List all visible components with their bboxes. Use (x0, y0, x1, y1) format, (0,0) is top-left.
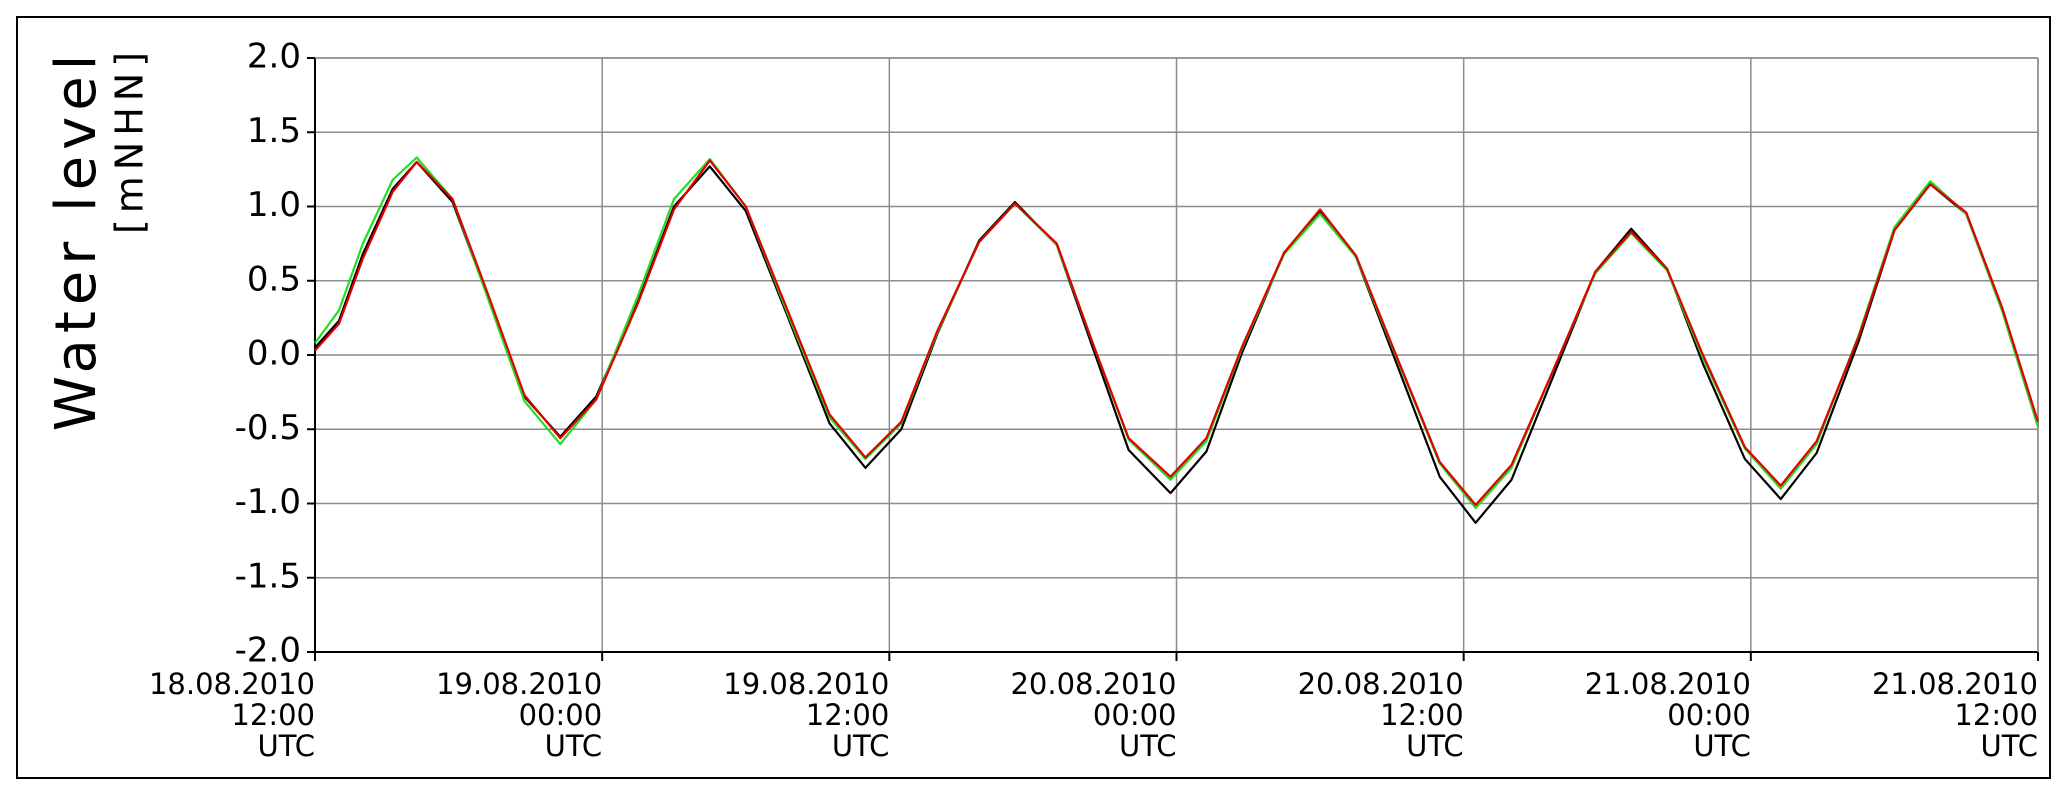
x-tick-label-line: 19.08.2010 (436, 667, 602, 701)
series-line (314, 156, 2040, 510)
y-axis-label: Water level (44, 49, 109, 432)
x-tick-label-line: 12:00 (1954, 698, 2038, 732)
x-tick-label: 21.08.2010 00:00 UTC (1585, 667, 1751, 763)
x-tick-label-line: 21.08.2010 (1585, 667, 1751, 701)
x-tick-label-line: UTC (258, 729, 316, 763)
x-tick-label-line: UTC (1406, 729, 1464, 763)
x-tick-label-line: UTC (545, 729, 603, 763)
y-tick-label: -1.5 (235, 556, 301, 596)
x-tick-label-line: 19.08.2010 (723, 667, 889, 701)
x-tick-label-line: UTC (1693, 729, 1751, 763)
x-tick-label-line: 00:00 (519, 698, 603, 732)
x-tick-label-line: UTC (832, 729, 890, 763)
x-tick-label: 19.08.2010 00:00 UTC (436, 667, 602, 763)
y-tick-label: 1.0 (247, 185, 301, 225)
x-tick-label: 18.08.2010 12:00 UTC (149, 667, 315, 763)
x-tick-label-line: 12:00 (806, 698, 890, 732)
y-tick-label: -2.0 (235, 631, 301, 671)
y-tick-label: 0.0 (247, 334, 301, 374)
series-line (314, 159, 2040, 507)
y-tick-label: -1.0 (235, 482, 301, 522)
x-tick-label-line: 20.08.2010 (1298, 667, 1464, 701)
y-tick-label: 0.5 (247, 259, 301, 299)
x-tick-label-line: 18.08.2010 (149, 667, 315, 701)
x-tick-label-line: 00:00 (1667, 698, 1751, 732)
x-tick-label-line: 20.08.2010 (1010, 667, 1176, 701)
x-tick-label-line: UTC (1981, 729, 2039, 763)
y-axis-unit: [mNHN] (108, 46, 152, 234)
frame (16, 16, 2051, 779)
x-tick-label: 20.08.2010 00:00 UTC (1010, 667, 1176, 763)
x-tick-label-line: UTC (1119, 729, 1177, 763)
y-tick-label: 1.5 (247, 111, 301, 151)
x-tick-label-line: 12:00 (231, 698, 315, 732)
y-tick-label: 2.0 (247, 37, 301, 77)
x-tick-label-line: 00:00 (1093, 698, 1177, 732)
x-tick-label: 20.08.2010 12:00 UTC (1298, 667, 1464, 763)
x-tick-label: 21.08.2010 12:00 UTC (1872, 667, 2038, 763)
x-tick-label: 19.08.2010 12:00 UTC (723, 667, 889, 763)
x-tick-label-line: 12:00 (1380, 698, 1464, 732)
y-tick-label: -0.5 (235, 408, 301, 448)
x-tick-label-line: 21.08.2010 (1872, 667, 2038, 701)
